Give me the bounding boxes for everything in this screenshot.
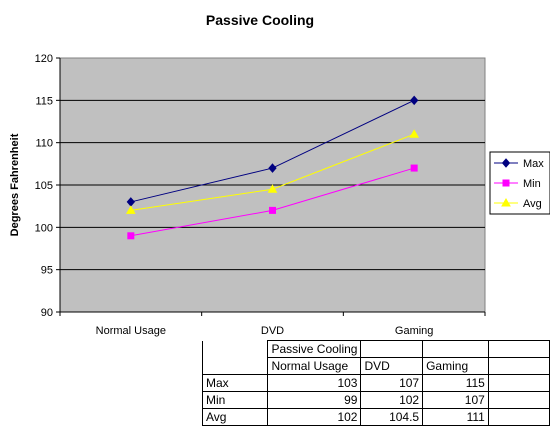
y-tick-label: 95	[41, 265, 53, 277]
table-cell	[487, 374, 550, 392]
table-value: 104.5	[360, 408, 424, 426]
legend-item-min: Min	[494, 178, 541, 190]
y-tick-label: 120	[35, 53, 53, 65]
table-row: Avg 102 104.5 111	[201, 408, 550, 426]
table-value: 103	[267, 374, 362, 392]
table-value: 111	[422, 408, 489, 426]
x-axis-ticks: Normal Usage DVD Gaming	[59, 312, 486, 337]
table-title: Passive Cooling	[267, 340, 362, 358]
table-cell	[487, 391, 550, 409]
y-tick-label: 105	[35, 180, 53, 192]
x-tick-label: DVD	[261, 325, 284, 337]
x-tick-label: Normal Usage	[96, 325, 166, 337]
table-row: Min 99 102 107	[201, 391, 550, 409]
table-cell	[487, 340, 550, 358]
x-tick-label: Gaming	[395, 325, 434, 337]
table-cell	[487, 408, 550, 426]
table-header: Normal Usage	[267, 357, 362, 375]
legend-label: Min	[523, 178, 541, 190]
table-value: 107	[360, 374, 424, 392]
table-value: 102	[360, 391, 424, 409]
table-value: 107	[422, 391, 489, 409]
table-title-row: Passive Cooling	[201, 340, 550, 358]
y-axis-label: Degrees Fahrenheit	[9, 133, 21, 236]
table-corner-cell	[201, 340, 269, 358]
legend-marker	[501, 158, 511, 168]
table-value: 99	[267, 391, 362, 409]
legend-label: Avg	[523, 198, 542, 210]
y-tick-label: 110	[35, 138, 53, 150]
table-row-label: Min	[201, 391, 269, 409]
table-header-row: Normal Usage DVD Gaming	[201, 357, 550, 375]
data-point-min	[127, 232, 135, 240]
y-tick-label: 115	[35, 95, 53, 107]
legend-marker	[502, 179, 510, 187]
series-max	[126, 95, 419, 207]
data-point-avg	[125, 205, 136, 214]
data-point-min	[410, 164, 418, 172]
table-cell	[422, 340, 489, 358]
table-row-label: Avg	[201, 408, 269, 426]
data-point-avg	[267, 184, 278, 193]
series-avg	[125, 129, 420, 214]
legend-box	[489, 151, 550, 215]
data-point-max	[410, 95, 419, 106]
legend-item-avg: Avg	[494, 197, 542, 210]
table-row-label: Max	[201, 374, 269, 392]
legend-marker	[501, 197, 511, 207]
data-point-max	[268, 163, 277, 173]
data-table: Passive Cooling Normal Usage DVD Gaming …	[201, 340, 550, 426]
table-cell	[487, 357, 550, 375]
series-layer	[125, 95, 420, 240]
y-axis-ticks: 90 95 100 105 110 115 120	[35, 53, 60, 319]
table-header: Gaming	[422, 357, 489, 375]
series-min	[127, 164, 418, 240]
data-point-avg	[409, 129, 420, 138]
legend: Max Min Avg	[489, 151, 550, 215]
table-row: Max 103 107 115	[201, 374, 550, 392]
table-header: DVD	[360, 357, 424, 375]
table-cell	[360, 340, 424, 358]
legend-item-max: Max	[494, 158, 544, 170]
table-value: 115	[422, 374, 489, 392]
y-tick-label: 100	[35, 222, 53, 234]
data-point-min	[269, 206, 276, 214]
y-tick-label: 90	[41, 307, 53, 319]
line-chart: Passive Cooling 90 95 100 105 110 115 120 Norm…	[9, 12, 550, 337]
legend-label: Max	[523, 158, 544, 170]
table-value: 102	[267, 408, 362, 426]
chart-title: Passive Cooling	[206, 12, 314, 28]
table-corner-cell	[201, 357, 269, 375]
